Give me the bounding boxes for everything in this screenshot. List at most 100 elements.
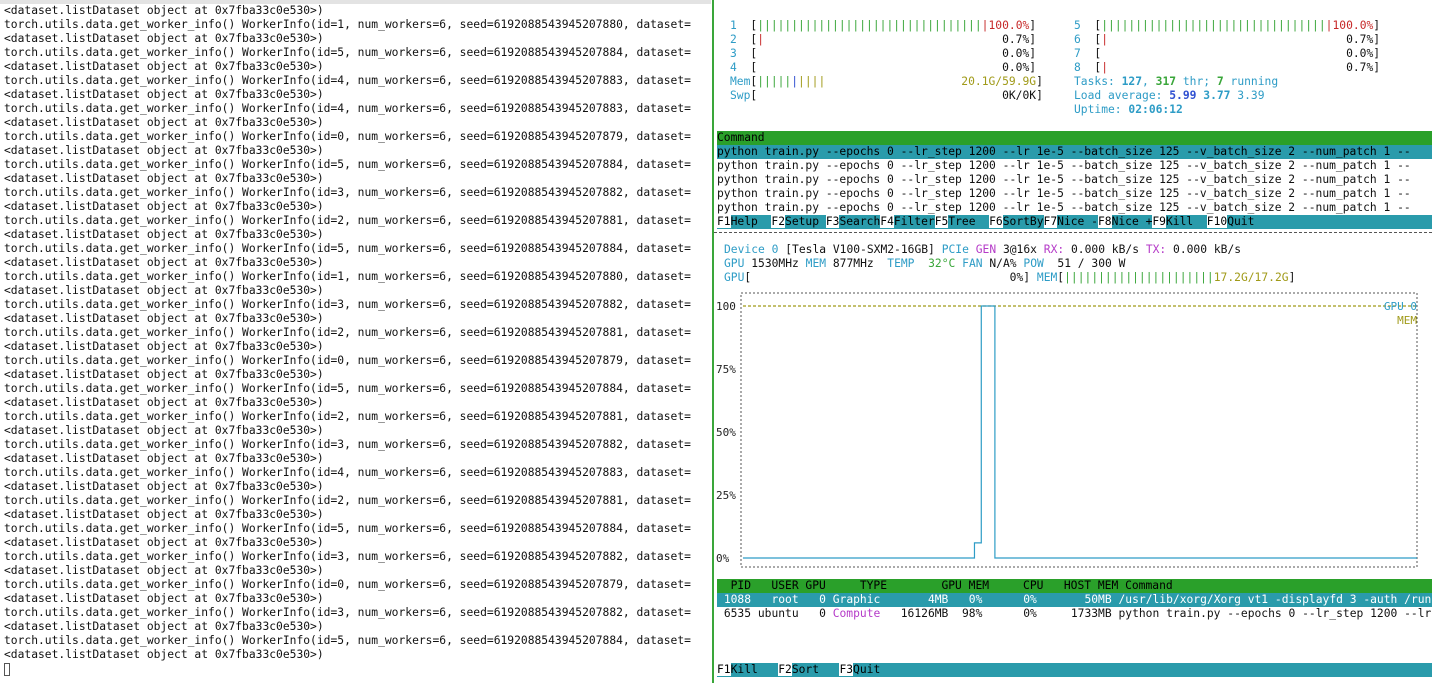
pow-value: 51 / 300 W (1057, 257, 1126, 270)
cpu-bar: | (1101, 33, 1108, 46)
cpu-id: 7 (1074, 47, 1081, 60)
terminal-line: torch.utils.data.get_worker_info() Worke… (4, 578, 691, 591)
fkey-quit[interactable]: F10Quit (1206, 215, 1255, 229)
load-5: 3.77 (1203, 89, 1231, 102)
cpu-id: 1 (730, 19, 737, 32)
process-row[interactable]: python train.py --epochs 0 --lr_step 120… (717, 173, 1411, 186)
fkey-help[interactable]: F1Help (717, 215, 772, 229)
terminal-line: torch.utils.data.get_worker_info() Worke… (4, 18, 691, 31)
threads-label: thr; (1182, 75, 1211, 88)
load-meter: Load average: 5.99 3.77 3.39 (1074, 89, 1265, 103)
cpu-meter-7: 7 [ 0.0%] (1074, 47, 1381, 60)
terminal-line: torch.utils.data.get_worker_info() Worke… (4, 354, 691, 367)
fan-label: FAN (962, 257, 983, 270)
nvtop-process-row-selected[interactable]: 1088 root 0 Graphic 4MB 0% 0% 50MB /usr/… (717, 593, 1432, 607)
terminal-cursor (4, 663, 10, 676)
fkey-label: Quit (853, 663, 881, 676)
terminal-line: <dataset.listDataset object at 0x7fba33c… (4, 648, 324, 661)
swp-meter: Swp[ 0K/0K] (730, 89, 1043, 102)
proc-type: Graphic (832, 593, 881, 606)
uptime-label: Uptime: (1074, 103, 1122, 116)
pcie-label: PCIe (941, 243, 969, 256)
cpu-meter-3: 3 [ 0.0%] (730, 47, 1037, 60)
mem-bar-cache: |||| (798, 75, 826, 88)
gen-label: GEN (975, 243, 997, 256)
fkey-label: Nice - (1057, 215, 1098, 228)
cpu-id: 4 (730, 61, 737, 74)
left-terminal[interactable]: <dataset.listDataset object at 0x7fba33c… (0, 0, 711, 683)
cpu-percent: 100.0% (988, 19, 1030, 32)
device-label: Device 0 (724, 243, 779, 256)
temp-value: 32°C (928, 257, 956, 270)
fkey-label: Tree (948, 215, 990, 228)
process-row-selected[interactable]: python train.py --epochs 0 --lr_step 120… (717, 145, 1432, 159)
fkey-quit[interactable]: F3Quit (839, 663, 881, 677)
fkey-kill[interactable]: F1Kill (717, 663, 779, 677)
terminal-line: <dataset.listDataset object at 0x7fba33c… (4, 592, 324, 605)
process-row[interactable]: python train.py --epochs 0 --lr_step 120… (717, 201, 1411, 214)
y-tick-label: 50% (716, 426, 736, 439)
terminal-line: torch.utils.data.get_worker_info() Worke… (4, 46, 691, 59)
fkey-setup[interactable]: F2Setup (771, 215, 826, 229)
terminal-line: <dataset.listDataset object at 0x7fba33c… (4, 200, 324, 213)
mem-util-bar: |||||||||||||||||||||| (1064, 271, 1214, 284)
terminal-line: <dataset.listDataset object at 0x7fba33c… (4, 4, 324, 17)
right-terminal[interactable]: 1 [||||||||||||||||||||||||||||||||||100… (714, 0, 1432, 683)
proc-host-mem: 50MB (1084, 593, 1112, 606)
fkey-filter[interactable]: F4Filter (880, 215, 935, 229)
proc-user: root (771, 593, 799, 606)
cpu-id: 8 (1074, 61, 1081, 74)
cpu-bar-fill-sys: | (1325, 19, 1333, 32)
fkey-label: Quit (1227, 215, 1255, 228)
device-name: [Tesla V100-SXM2-16GB] (785, 243, 935, 256)
proc-pid: 1088 (723, 593, 752, 606)
tasks-meter: Tasks: 127, 317 thr; 7 running (1074, 75, 1279, 88)
fkey-key: F3 (825, 215, 840, 228)
terminal-line: <dataset.listDataset object at 0x7fba33c… (4, 368, 324, 381)
proc-command: python train.py --epochs 0 --lr_step 120… (1118, 607, 1432, 620)
y-tick-label: 100 (716, 300, 736, 313)
fkey-sort[interactable]: F2Sort (778, 663, 840, 677)
terminal-output: <dataset.listDataset object at 0x7fba33c… (4, 4, 691, 662)
mem-label: Mem (730, 75, 751, 88)
fkey-nice[interactable]: F7Nice - (1043, 215, 1098, 229)
pane-divider[interactable] (712, 0, 714, 683)
fkey-sortby[interactable]: F6SortBy (989, 215, 1044, 229)
fkey-kill[interactable]: F9Kill (1152, 215, 1207, 229)
fkey-nice[interactable]: F8Nice + (1097, 215, 1153, 229)
nvtop-function-bar: F1Kill F2Sort F3Quit (717, 663, 1432, 677)
mem-clock-label: MEM (805, 257, 827, 270)
cpu-meter-4: 4 [ 0.0%] (730, 61, 1037, 74)
gpu-util-label: GPU (724, 271, 745, 284)
y-tick-label: 0% (716, 552, 730, 565)
fkey-label: Help (730, 215, 772, 228)
proc-gpu-mem-pct: 98% (961, 607, 983, 620)
terminal-line: torch.utils.data.get_worker_info() Worke… (4, 466, 691, 479)
legend-mem: MEM (1397, 314, 1417, 327)
pow-label: POW (1023, 257, 1044, 270)
fkey-search[interactable]: F3Search (825, 215, 881, 229)
chart-frame (740, 292, 1418, 568)
process-row[interactable]: python train.py --epochs 0 --lr_step 120… (717, 187, 1411, 200)
terminal-line: <dataset.listDataset object at 0x7fba33c… (4, 32, 324, 45)
cpu-bar: | (757, 33, 764, 46)
fkey-key: F2 (778, 663, 792, 676)
cpu-meter-6: 6 [| 0.7%] (1074, 33, 1381, 46)
terminal-line: <dataset.listDataset object at 0x7fba33c… (4, 144, 324, 157)
proc-user: ubuntu (757, 607, 799, 620)
proc-command: /usr/lib/xorg/Xorg vt1 -displayfd 3 -aut… (1118, 593, 1432, 606)
command-column-header[interactable]: Command (717, 131, 1432, 145)
terminal-line: torch.utils.data.get_worker_info() Worke… (4, 214, 691, 227)
fkey-key: F5 (934, 215, 949, 228)
proc-type: Compute (832, 607, 881, 620)
scrollback-edge (0, 0, 711, 4)
nvtop-process-row[interactable]: 6535 ubuntu 0 Compute 16126MB 98% 0% 173… (717, 607, 1432, 621)
fkey-tree[interactable]: F5Tree (934, 215, 990, 229)
nvtop-process-header[interactable]: PID USER GPU TYPE GPU MEM CPU HOST MEM C… (717, 579, 1432, 593)
device-line: Device 0 [Tesla V100-SXM2-16GB] PCIe GEN… (724, 243, 1295, 257)
fkey-key: F9 (1152, 215, 1166, 228)
chart-series (743, 305, 1417, 559)
process-row[interactable]: python train.py --epochs 0 --lr_step 120… (717, 159, 1411, 172)
terminal-line: <dataset.listDataset object at 0x7fba33c… (4, 508, 324, 521)
